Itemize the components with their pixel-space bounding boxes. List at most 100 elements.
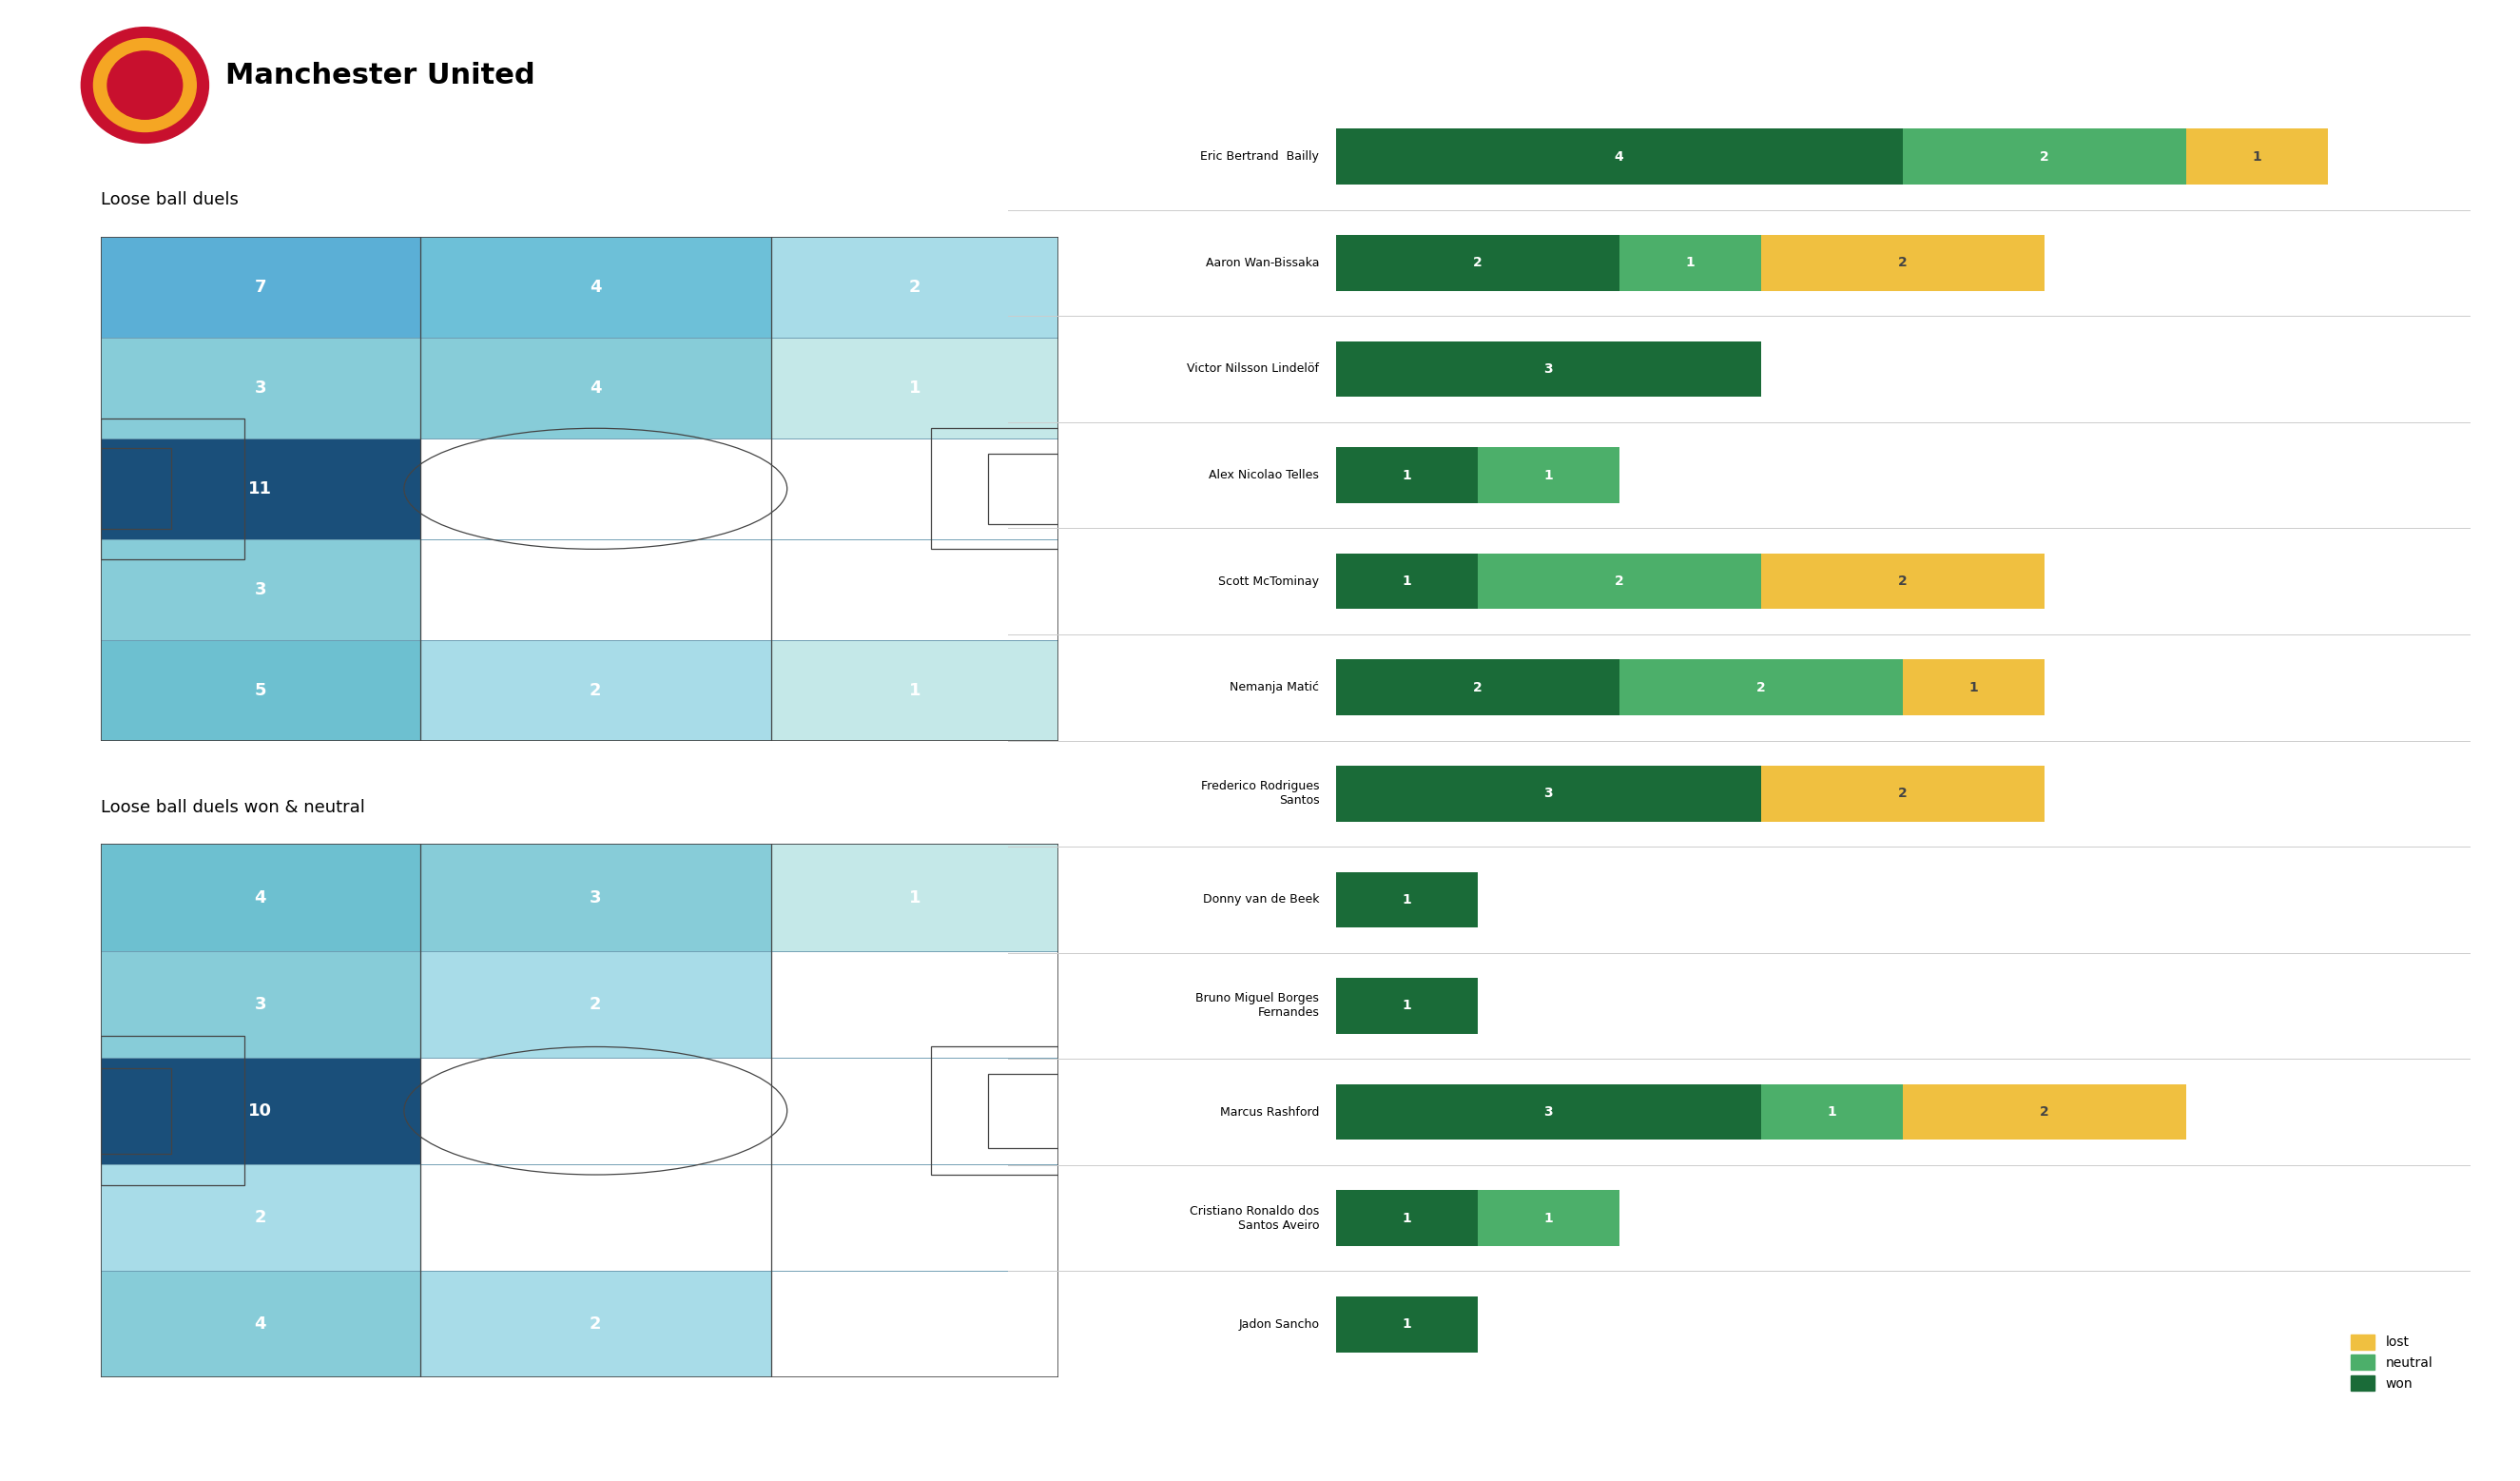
- Text: Cristiano Ronaldo dos
Santos Aveiro: Cristiano Ronaldo dos Santos Aveiro: [1189, 1206, 1320, 1231]
- Text: 3: 3: [1545, 363, 1552, 376]
- Polygon shape: [421, 1271, 771, 1377]
- Text: Marcus Rashford: Marcus Rashford: [1220, 1106, 1320, 1118]
- Bar: [1336, 235, 1618, 290]
- Bar: [1618, 235, 1761, 290]
- Text: 4: 4: [590, 278, 602, 296]
- Polygon shape: [771, 844, 1058, 951]
- Text: 2: 2: [2039, 150, 2049, 163]
- Polygon shape: [421, 539, 771, 640]
- Polygon shape: [771, 539, 1058, 640]
- Text: 11: 11: [249, 480, 272, 498]
- Text: Aaron Wan-Bissaka: Aaron Wan-Bissaka: [1205, 256, 1320, 270]
- Text: 2: 2: [2039, 1105, 2049, 1118]
- Text: 2: 2: [910, 278, 920, 296]
- Text: 4: 4: [590, 379, 602, 397]
- Text: 2: 2: [590, 995, 602, 1013]
- Polygon shape: [101, 338, 421, 438]
- Text: Bruno Miguel Borges
Fernandes: Bruno Miguel Borges Fernandes: [1194, 992, 1320, 1019]
- Polygon shape: [101, 539, 421, 640]
- Legend: lost, neutral, won: lost, neutral, won: [2346, 1328, 2437, 1397]
- Text: 1: 1: [1968, 681, 1978, 695]
- Circle shape: [108, 52, 181, 118]
- Text: 3: 3: [255, 379, 267, 397]
- Text: 10: 10: [249, 1102, 272, 1120]
- Bar: [1761, 766, 2044, 822]
- Polygon shape: [421, 338, 771, 438]
- Polygon shape: [421, 640, 771, 740]
- Text: 1: 1: [910, 681, 920, 699]
- Text: 1: 1: [1401, 1211, 1411, 1225]
- Text: 3: 3: [255, 995, 267, 1013]
- Bar: [1903, 129, 2185, 185]
- Polygon shape: [421, 438, 771, 539]
- Polygon shape: [771, 1271, 1058, 1377]
- Circle shape: [93, 39, 197, 132]
- Bar: [1336, 447, 1477, 504]
- Text: Victor Nilsson Lindelöf: Victor Nilsson Lindelöf: [1187, 363, 1320, 375]
- Text: Scott McTominay: Scott McTominay: [1220, 575, 1320, 588]
- Text: Frederico Rodrigues
Santos: Frederico Rodrigues Santos: [1202, 780, 1320, 807]
- Text: 4: 4: [1615, 150, 1623, 163]
- Bar: [1761, 235, 2044, 290]
- Text: 2: 2: [1472, 681, 1482, 695]
- Bar: [1761, 1084, 1903, 1140]
- Polygon shape: [421, 951, 771, 1057]
- Text: 1: 1: [1545, 1211, 1552, 1225]
- Text: 7: 7: [255, 278, 267, 296]
- Bar: [1618, 659, 1903, 715]
- Polygon shape: [771, 640, 1058, 740]
- Polygon shape: [101, 951, 421, 1057]
- Text: 2: 2: [1472, 256, 1482, 270]
- Text: Jadon Sancho: Jadon Sancho: [1237, 1318, 1320, 1330]
- Text: Loose ball duels: Loose ball duels: [101, 191, 239, 209]
- Text: 2: 2: [1898, 786, 1908, 800]
- Bar: [1336, 766, 1761, 822]
- Text: 1: 1: [910, 889, 920, 906]
- Text: 1: 1: [1401, 575, 1411, 588]
- Text: 1: 1: [2253, 150, 2260, 163]
- Text: 1: 1: [1401, 468, 1411, 481]
- Text: 2: 2: [590, 1315, 602, 1333]
- Bar: [1336, 659, 1618, 715]
- Polygon shape: [101, 844, 421, 951]
- Text: 1: 1: [910, 379, 920, 397]
- Text: 5: 5: [255, 681, 267, 699]
- Text: Alex Nicolao Telles: Alex Nicolao Telles: [1210, 469, 1320, 481]
- Polygon shape: [101, 237, 421, 338]
- Bar: [2185, 129, 2328, 185]
- Text: 2: 2: [1615, 575, 1623, 588]
- Polygon shape: [771, 951, 1058, 1057]
- Polygon shape: [421, 1164, 771, 1271]
- Bar: [1336, 872, 1477, 927]
- Bar: [1477, 1191, 1618, 1246]
- Polygon shape: [101, 640, 421, 740]
- Bar: [1336, 1191, 1477, 1246]
- Text: 1: 1: [1401, 893, 1411, 906]
- Text: 1: 1: [1686, 256, 1693, 270]
- Bar: [1336, 977, 1477, 1034]
- Text: Eric Bertrand  Bailly: Eric Bertrand Bailly: [1200, 151, 1320, 163]
- Bar: [1336, 1084, 1761, 1140]
- Text: 1: 1: [1401, 1318, 1411, 1331]
- Bar: [1477, 447, 1618, 504]
- Text: 2: 2: [1898, 575, 1908, 588]
- Text: 2: 2: [255, 1208, 267, 1226]
- Bar: [1903, 1084, 2185, 1140]
- Polygon shape: [101, 1057, 421, 1164]
- Bar: [1336, 129, 1903, 185]
- Bar: [1761, 554, 2044, 609]
- Polygon shape: [101, 1271, 421, 1377]
- Text: 1: 1: [1545, 468, 1552, 481]
- Text: 3: 3: [255, 581, 267, 598]
- Polygon shape: [421, 237, 771, 338]
- Text: 4: 4: [255, 889, 267, 906]
- Polygon shape: [771, 1164, 1058, 1271]
- Polygon shape: [421, 1057, 771, 1164]
- Text: 4: 4: [255, 1315, 267, 1333]
- Text: 2: 2: [1898, 256, 1908, 270]
- Text: 2: 2: [1756, 681, 1767, 695]
- Text: Manchester United: Manchester United: [227, 61, 534, 89]
- Polygon shape: [101, 1164, 421, 1271]
- Bar: [1336, 1296, 1477, 1352]
- Polygon shape: [771, 338, 1058, 438]
